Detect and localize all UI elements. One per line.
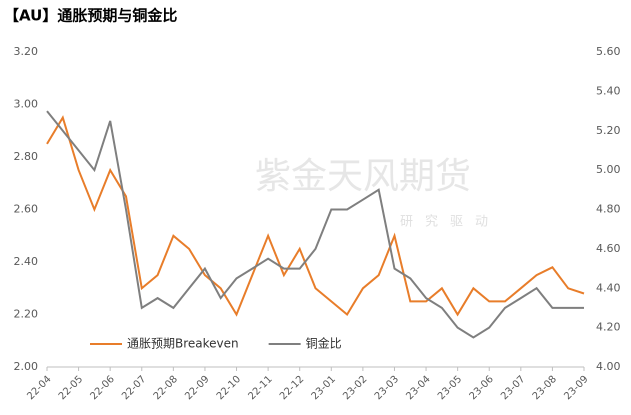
- x-tick-label: 23-03: [373, 374, 401, 402]
- x-tick-label: 23-07: [499, 374, 527, 402]
- y-tick-label: 2.80: [14, 150, 39, 163]
- x-tick-label: 22-09: [183, 374, 211, 402]
- x-tick-label: 23-01: [310, 374, 338, 402]
- x-tick-label: 23-09: [562, 374, 590, 402]
- x-tick-label: 22-12: [278, 374, 306, 402]
- y2-tick-label: 4.40: [596, 281, 621, 294]
- watermark-sub: 研究驱动: [400, 215, 500, 230]
- legend-label: 铜金比: [306, 336, 342, 351]
- y2-tick-label: 4.60: [596, 242, 621, 255]
- x-tick-label: 23-04: [404, 374, 432, 402]
- legend-label: 通胀预期Breakeven: [127, 337, 239, 351]
- x-tick-label: 22-07: [120, 374, 148, 402]
- y-tick-label: 2.60: [14, 203, 39, 216]
- x-tick-label: 22-11: [246, 374, 274, 402]
- x-tick-label: 22-06: [88, 374, 116, 402]
- y2-tick-label: 5.00: [596, 163, 621, 176]
- x-tick-label: 22-04: [25, 374, 53, 402]
- x-tick-label: 23-02: [341, 374, 369, 402]
- series-line: [46, 110, 584, 339]
- y2-tick-label: 5.20: [596, 124, 621, 137]
- y2-tick-label: 5.60: [596, 45, 621, 58]
- y-tick-label: 2.00: [14, 360, 39, 373]
- x-tick-label: 22-10: [215, 374, 243, 402]
- x-tick-label: 22-05: [57, 374, 85, 402]
- series-line: [46, 115, 585, 317]
- y2-tick-label: 4.20: [596, 321, 621, 334]
- y2-tick-label: 4.00: [596, 360, 621, 373]
- x-tick-label: 23-05: [436, 374, 464, 402]
- y-tick-label: 3.20: [14, 45, 39, 58]
- x-tick-label: 23-06: [468, 374, 496, 402]
- y-tick-label: 2.40: [14, 255, 39, 268]
- y2-tick-label: 4.80: [596, 203, 621, 216]
- y-tick-label: 3.00: [14, 98, 39, 111]
- chart-title: 【AU】通胀预期与铜金比: [4, 7, 177, 25]
- x-tick-label: 22-08: [152, 374, 180, 402]
- watermark: 紫金天风期货: [255, 156, 471, 197]
- y-tick-label: 2.20: [14, 308, 39, 321]
- y2-tick-label: 5.40: [596, 84, 621, 97]
- x-tick-label: 23-08: [531, 374, 559, 402]
